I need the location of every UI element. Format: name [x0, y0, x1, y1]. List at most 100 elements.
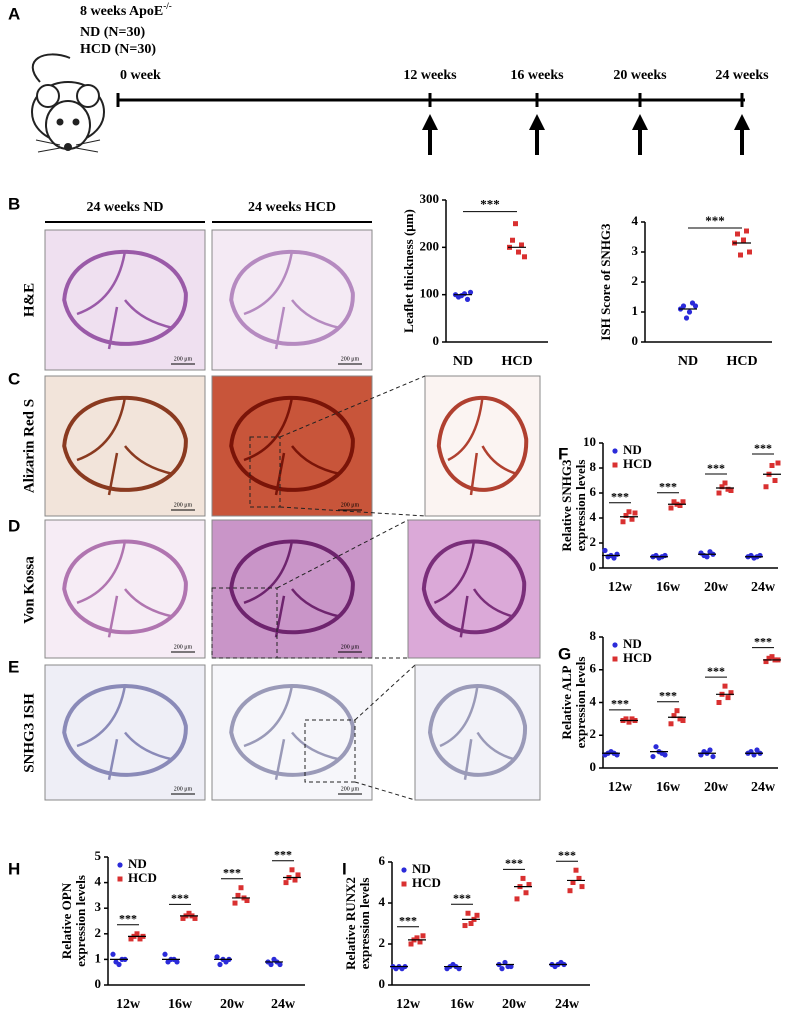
scale-bar-label: 200 μm	[341, 356, 360, 362]
data-point	[674, 708, 680, 714]
significance-label: ***	[707, 664, 725, 678]
panel-label: A	[8, 4, 20, 23]
data-point	[408, 941, 414, 947]
tissue-outline	[421, 539, 527, 635]
data-point	[738, 252, 743, 258]
zoom-box	[249, 436, 281, 508]
y-tick-label: 0	[433, 333, 440, 348]
data-point	[217, 961, 223, 968]
data-point	[612, 448, 618, 454]
data-point	[707, 747, 713, 753]
scale-bar-label: 200 μm	[174, 356, 193, 362]
data-point	[722, 683, 728, 689]
group-label: ND (N=30)	[80, 25, 145, 40]
data-point	[668, 721, 674, 727]
data-point	[576, 875, 582, 881]
data-point	[579, 884, 585, 890]
data-point	[401, 881, 407, 887]
significance-label: ***	[558, 848, 576, 862]
zoom-link	[276, 519, 409, 589]
data-point	[716, 490, 722, 496]
y-tick-label: 2	[632, 273, 639, 288]
data-point	[602, 547, 608, 554]
x-tick-label: 20w	[704, 780, 729, 795]
y-tick-label: 1	[632, 303, 639, 318]
significance-label: ***	[659, 480, 677, 494]
leaflet	[433, 540, 514, 638]
y-tick-label: 0	[590, 559, 597, 574]
data-point	[680, 718, 686, 724]
y-axis-label: expression levels	[573, 460, 588, 552]
x-tick-label: HCD	[501, 354, 532, 369]
y-tick-label: 6	[590, 661, 597, 676]
data-point	[763, 484, 769, 490]
significance-label: ***	[705, 213, 725, 228]
data-point	[116, 961, 122, 968]
data-point	[671, 713, 677, 719]
significance-label: ***	[453, 891, 471, 905]
tissue-outline	[229, 539, 355, 635]
timeline-label: 20 weeks	[613, 68, 667, 83]
significance-label: ***	[611, 697, 629, 711]
data-point	[725, 486, 731, 492]
data-point	[464, 296, 471, 302]
legend-label: ND	[128, 856, 147, 871]
data-point	[744, 228, 749, 234]
data-point	[462, 923, 468, 929]
data-point	[653, 744, 659, 750]
x-tick-label: ND	[678, 354, 698, 369]
panel-label: C	[8, 369, 20, 388]
y-tick-label: 200	[420, 238, 440, 253]
data-point	[570, 880, 576, 885]
y-tick-label: 6	[379, 853, 386, 868]
zoom-box	[304, 719, 356, 783]
x-tick-label: 12w	[608, 780, 633, 795]
panel-label: G	[558, 644, 571, 663]
data-point	[680, 499, 686, 505]
leaflet	[439, 685, 516, 780]
zoom-link	[279, 506, 426, 517]
leaflet	[243, 250, 341, 350]
zoom-link	[279, 375, 426, 438]
data-point	[710, 753, 716, 760]
strain-sup: -/-	[163, 1, 172, 11]
significance-label: ***	[171, 891, 189, 905]
data-point	[522, 254, 527, 260]
data-point	[417, 939, 423, 945]
y-tick-label: 0	[95, 976, 102, 991]
x-tick-label: 24w	[555, 997, 580, 1012]
timeline-label: 0 week	[120, 68, 161, 83]
data-point	[719, 484, 725, 490]
y-axis-label: expression levels	[357, 878, 372, 970]
y-tick-label: 4	[95, 874, 102, 889]
tissue-outline	[427, 684, 528, 777]
y-axis-label: Relative RUNX2	[343, 877, 358, 970]
data-point	[611, 555, 617, 561]
data-point	[235, 892, 241, 898]
data-point	[725, 695, 731, 701]
y-tick-label: 8	[590, 459, 597, 474]
zoom-box	[211, 587, 278, 659]
panel-label: H	[8, 859, 20, 878]
data-point	[467, 289, 474, 295]
y-axis-label: expression levels	[73, 875, 88, 967]
y-axis-label: Relative SNHG3	[559, 459, 574, 552]
leaflet	[447, 396, 518, 496]
data-point	[283, 880, 289, 886]
y-tick-label: 2	[95, 925, 102, 940]
data-point	[516, 249, 521, 255]
significance-label: ***	[611, 490, 629, 504]
data-point	[692, 303, 699, 309]
y-tick-label: 0	[590, 759, 597, 774]
y-tick-label: 4	[590, 509, 597, 524]
significance-label: ***	[754, 441, 772, 455]
data-point	[763, 659, 769, 665]
tissue-outline	[62, 249, 188, 346]
y-tick-label: 3	[632, 243, 639, 258]
data-point	[686, 309, 693, 315]
x-tick-label: 20w	[502, 997, 527, 1012]
data-point	[513, 221, 518, 227]
y-tick-label: 4	[590, 693, 597, 708]
scale-bar-label: 200 μm	[341, 502, 360, 508]
y-tick-label: 0	[632, 333, 639, 348]
